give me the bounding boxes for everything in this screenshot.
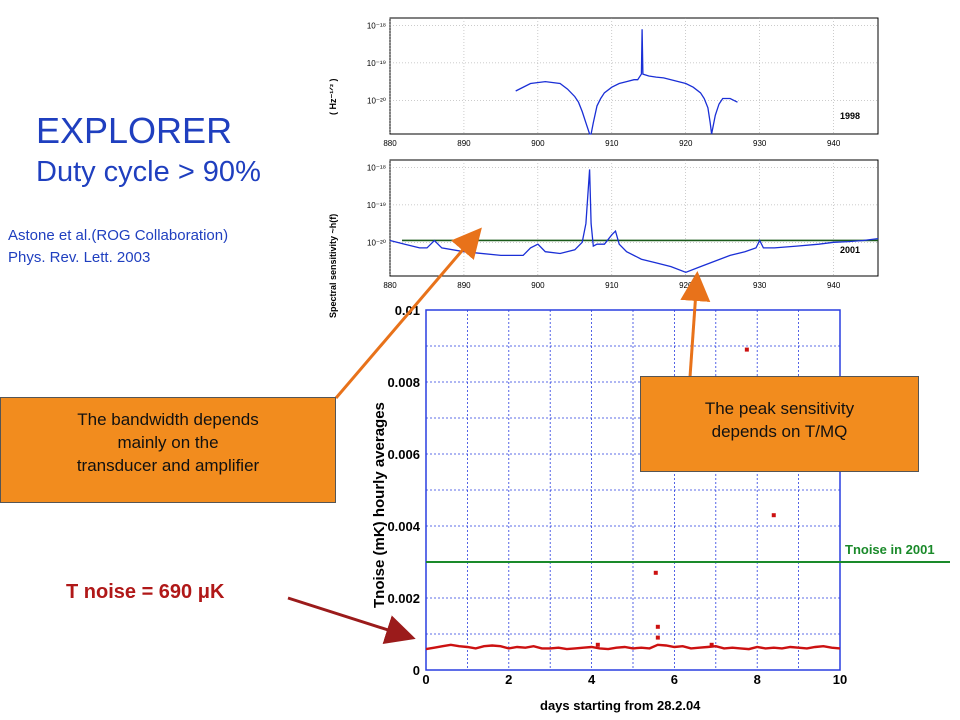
- threshold-label: Tnoise in 2001: [845, 542, 935, 557]
- outlier-point: [771, 513, 776, 518]
- legend-1998: 1998: [840, 111, 860, 121]
- x-tick-label: 880: [383, 281, 397, 290]
- outlier-point: [709, 642, 714, 647]
- x-tick-label: 6: [671, 672, 678, 687]
- x-axis-label: days starting from 28.2.04: [540, 698, 701, 713]
- x-tick-label: 0: [422, 672, 429, 687]
- x-tick-label: 940: [827, 281, 841, 290]
- slide-title: EXPLORER: [36, 110, 233, 151]
- peak-arrow: [680, 271, 711, 378]
- tnoise-trace: [425, 643, 841, 651]
- y-tick-label: 0.004: [387, 519, 420, 534]
- x-tick-label: 900: [531, 281, 545, 290]
- y-tick-label: 10⁻¹⁹: [367, 201, 386, 210]
- x-tick-label: 920: [679, 139, 693, 148]
- x-tick-label: 910: [605, 281, 619, 290]
- y-tick-label: 10⁻¹⁹: [367, 59, 386, 68]
- x-tick-label: 890: [457, 281, 471, 290]
- y-tick-label: 10⁻¹⁸: [367, 163, 386, 172]
- slide-subtitle: Duty cycle > 90%: [36, 156, 261, 188]
- reference-authors: Astone et al.(ROG Collaboration): [8, 227, 229, 244]
- y-axis-label: Tnoise (mK) hourly averages: [371, 402, 388, 608]
- x-tick-label: 890: [457, 139, 471, 148]
- tnoise-arrow: [287, 596, 416, 644]
- peak-callout-line: The peak sensitivity: [704, 399, 855, 418]
- x-tick-label: 910: [605, 139, 619, 148]
- spectrum-trace-2001: [389, 169, 879, 273]
- outlier-point: [655, 624, 660, 629]
- outlier-point: [653, 570, 658, 575]
- x-tick-label: 4: [588, 672, 596, 687]
- x-tick-label: 930: [753, 281, 767, 290]
- bandwidth-callout-line: mainly on the: [117, 433, 219, 452]
- bandwidth-callout-line: transducer and amplifier: [76, 456, 260, 475]
- x-tick-label: 900: [531, 139, 545, 148]
- x-tick-label: 10: [833, 672, 847, 687]
- outlier-point: [595, 642, 600, 647]
- peak-callout: The peak sensitivity depends on T/MQ: [640, 376, 919, 472]
- outlier-point: [744, 347, 749, 352]
- x-tick-label: 8: [754, 672, 761, 687]
- x-tick-label: 880: [383, 139, 397, 148]
- legend-2001: 2001: [840, 245, 860, 255]
- x-tick-label: 930: [753, 139, 767, 148]
- reference-journal: Phys. Rev. Lett. 2003: [8, 249, 151, 266]
- y-tick-label: 0.002: [387, 591, 420, 606]
- spectrum-trace-1998: [515, 29, 738, 135]
- bandwidth-arrow: [334, 227, 482, 399]
- x-tick-label: 2: [505, 672, 512, 687]
- y-tick-label: 0.006: [387, 447, 420, 462]
- x-tick-label: 940: [827, 139, 841, 148]
- bandwidth-callout: The bandwidth depends mainly on the tran…: [0, 397, 336, 503]
- outlier-point: [655, 635, 660, 640]
- y-axis-label: Spectral sensitivity ~h(f): [328, 214, 338, 318]
- peak-callout-line: depends on T/MQ: [711, 422, 848, 441]
- y-tick-label: 10⁻²⁰: [367, 96, 386, 105]
- spectrum-chart-1998: 10⁻¹⁸ 10⁻¹⁹ 10⁻²⁰ 880 890 900 910 920 930 940 19…: [328, 17, 879, 148]
- bandwidth-callout-line: The bandwidth depends: [77, 410, 259, 429]
- y-tick-label: 10⁻¹⁸: [367, 21, 386, 30]
- y-axis-unit: ( Hz⁻¹ᐟ² ): [328, 78, 338, 115]
- y-tick-label: 0: [413, 663, 420, 678]
- y-tick-label: 0.008: [387, 375, 420, 390]
- y-tick-label: 10⁻²⁰: [367, 238, 386, 247]
- tnoise-label: T noise = 690 μK: [66, 581, 225, 603]
